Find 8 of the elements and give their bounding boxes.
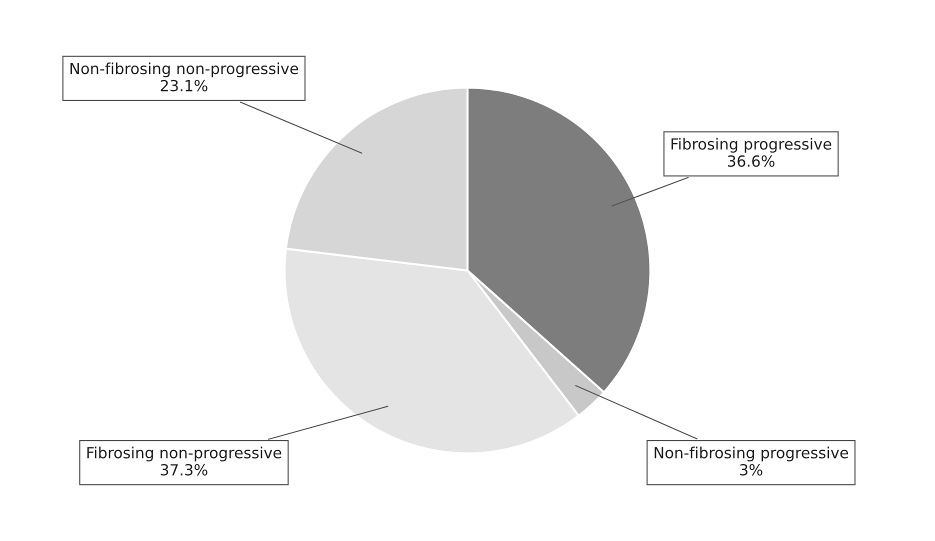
slice-label: Non-fibrosing non-progressive [70, 62, 298, 78]
data-label: 36.6% [728, 155, 774, 167]
data-label: 3% [740, 464, 762, 476]
slice-label: Non-fibrosing progressive [654, 446, 848, 462]
data-label: 37.3% [160, 464, 208, 476]
slice-label: Fibrosing progressive [672, 138, 832, 153]
slice-label: Fibrosing non-progressive [87, 446, 282, 462]
data-label: 23.1% [160, 80, 208, 92]
